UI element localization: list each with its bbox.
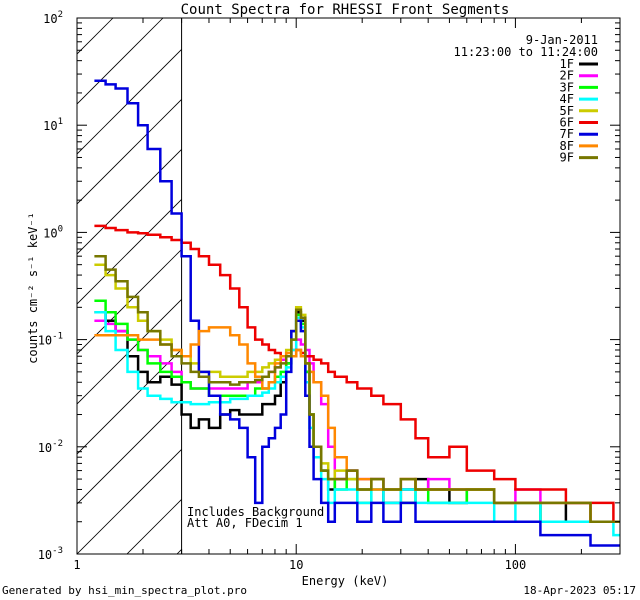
x-tick-label-1: 1 <box>73 558 80 572</box>
hatched-region <box>77 18 183 554</box>
y-axis-label: counts cm⁻² s⁻¹ keV⁻¹ <box>26 212 40 364</box>
legend-label: 1F <box>560 57 574 71</box>
legend-item-4f: 4F <box>560 92 598 106</box>
date-label: 9-Jan-2011 <box>526 33 598 47</box>
hatch-lines <box>77 18 182 554</box>
time-range-label: 11:23:00 to 11:24:00 <box>454 45 599 59</box>
y-tick-label: 10-3 <box>38 546 63 562</box>
plot-frame <box>76 17 621 555</box>
legend-label: 9F <box>560 151 574 165</box>
legend-item-7f: 7F <box>560 127 598 141</box>
series-line-9f <box>94 254 620 523</box>
annotation-background: Includes Background <box>187 505 324 519</box>
series-layer <box>94 79 620 547</box>
y-tick-label: 10-2 <box>38 439 63 455</box>
y-tick-label: 101 <box>43 117 63 133</box>
series-line-2f <box>94 319 620 523</box>
legend-item-1f: 1F <box>560 57 598 71</box>
legend-label: 2F <box>560 69 574 83</box>
y-tick-label: 100 <box>43 224 63 240</box>
legend-item-2f: 2F <box>560 69 598 83</box>
legend-item-6f: 6F <box>560 116 598 130</box>
footer-generated-by: Generated by hsi_min_spectra_plot.pro <box>2 584 247 597</box>
x-tick-label-10: 10 <box>289 558 303 572</box>
x-axis-label: Energy (keV) <box>302 574 389 588</box>
axis-ticks: 1 10 100 10-3 10-2 10-1 100 101 102 <box>38 10 621 572</box>
legend-item-8f: 8F <box>560 139 598 153</box>
legend-label: 6F <box>560 116 574 130</box>
legend-item-9f: 9F <box>560 151 598 165</box>
x-tick-label-100: 100 <box>505 558 527 572</box>
footer-timestamp: 18-Apr-2023 05:17 <box>523 584 636 597</box>
legend-label: 8F <box>560 139 574 153</box>
legend-item-3f: 3F <box>560 80 598 94</box>
legend-label: 4F <box>560 92 574 106</box>
legend-label: 5F <box>560 104 574 118</box>
y-tick-label: 102 <box>43 10 63 26</box>
series-line-7f <box>94 79 620 547</box>
chart-title: Count Spectra for RHESSI Front Segments <box>181 2 510 18</box>
y-tick-label: 10-1 <box>38 332 63 348</box>
legend-label: 7F <box>560 127 574 141</box>
annotation-attenuator: Att A0, FDecim 1 <box>187 516 303 530</box>
legend-item-5f: 5F <box>560 104 598 118</box>
legend-label: 3F <box>560 80 574 94</box>
